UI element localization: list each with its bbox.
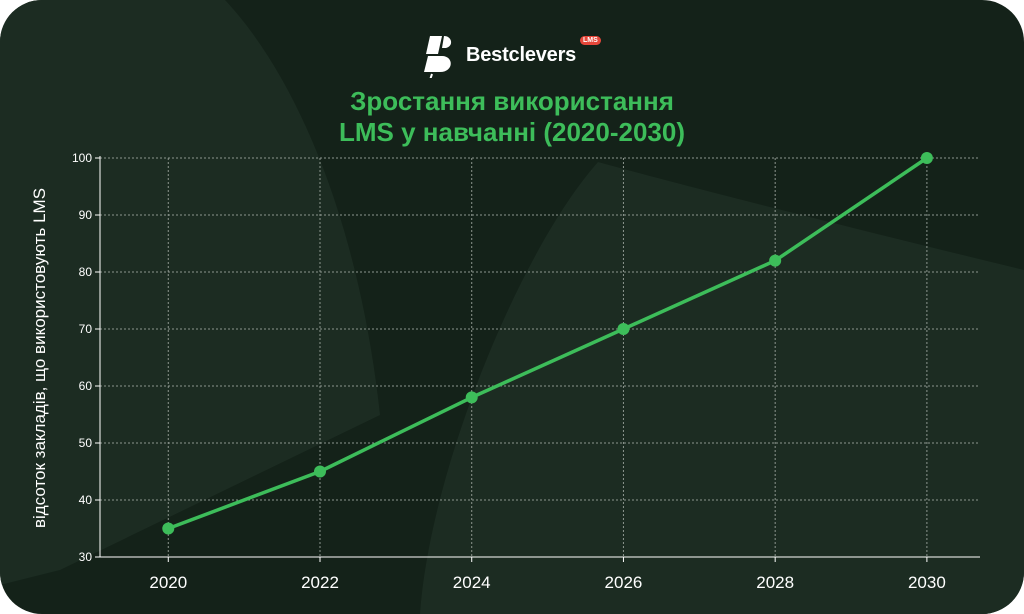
data-point — [769, 254, 782, 267]
y-tick-label: 40 — [79, 493, 93, 507]
bestclevers-logo-icon — [424, 36, 452, 78]
x-tick-label: 2028 — [756, 573, 794, 592]
brand-name: Bestclevers — [466, 43, 577, 66]
chart-title-line2: LMS у навчанні (2020-2030) — [338, 117, 685, 147]
y-tick-label: 100 — [72, 151, 92, 165]
data-point — [162, 522, 175, 535]
y-tick-label: 30 — [79, 550, 93, 564]
chart-title-line1: Зростання використання — [350, 86, 674, 116]
brand-logo: Bestclevers LMS — [422, 30, 601, 80]
y-tick-label: 90 — [79, 208, 93, 222]
data-point — [617, 323, 630, 335]
y-tick-label: 60 — [79, 379, 93, 393]
y-tick-label: 70 — [79, 322, 93, 336]
data-point — [314, 465, 326, 478]
data-point — [920, 152, 933, 164]
y-tick-label: 80 — [79, 265, 93, 279]
lms-badge: LMS — [580, 36, 601, 45]
bg-shape-right — [420, 162, 1024, 614]
data-point — [465, 391, 478, 404]
bg-shape-left — [0, 0, 380, 585]
x-tick-label: 2030 — [908, 573, 946, 592]
x-tick-label: 2022 — [301, 573, 339, 592]
y-tick-label: 50 — [79, 436, 93, 450]
series-line — [166, 156, 929, 531]
x-tick-label: 2026 — [605, 573, 643, 592]
x-tick-label: 2024 — [453, 573, 491, 592]
x-tick-label: 2020 — [149, 573, 187, 592]
